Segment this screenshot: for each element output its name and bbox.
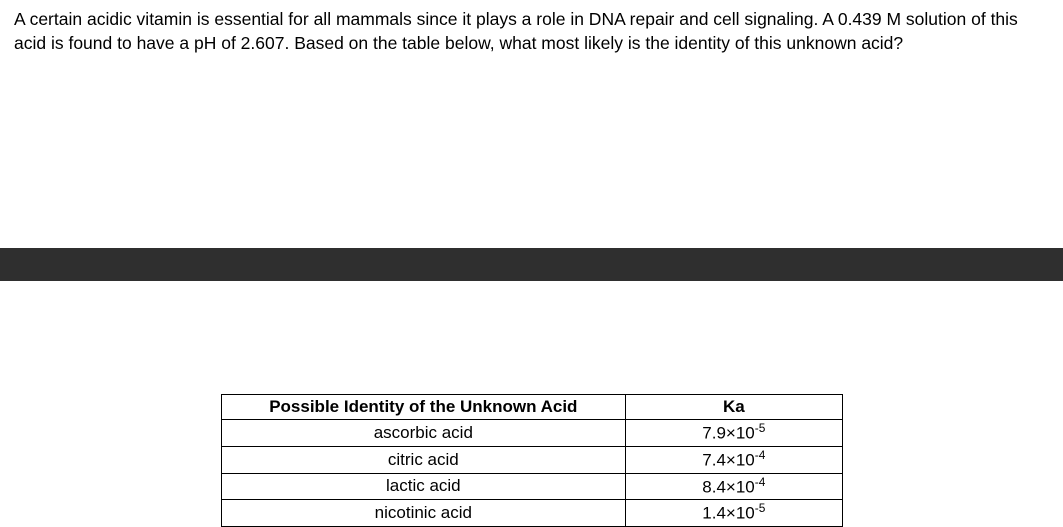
table-header-row: Possible Identity of the Unknown Acid Ka — [222, 395, 843, 420]
ka-base: 8.4×10 — [702, 477, 754, 496]
progress-bar — [0, 248, 1063, 281]
acid-name: lactic acid — [222, 473, 626, 500]
table-row: ascorbic acid 7.9×10-5 — [222, 420, 843, 447]
ka-exp: -4 — [755, 448, 766, 462]
table-row: nicotinic acid 1.4×10-5 — [222, 500, 843, 527]
question-text: A certain acidic vitamin is essential fo… — [0, 0, 1063, 55]
header-ka: Ka — [625, 395, 842, 420]
acid-ka: 7.4×10-4 — [625, 446, 842, 473]
acid-ka: 8.4×10-4 — [625, 473, 842, 500]
acid-table-container: Possible Identity of the Unknown Acid Ka… — [221, 394, 843, 527]
acid-ka: 7.9×10-5 — [625, 420, 842, 447]
header-identity: Possible Identity of the Unknown Acid — [222, 395, 626, 420]
acid-name: nicotinic acid — [222, 500, 626, 527]
acid-name: ascorbic acid — [222, 420, 626, 447]
table-row: lactic acid 8.4×10-4 — [222, 473, 843, 500]
ka-base: 7.9×10 — [702, 424, 754, 443]
acid-name: citric acid — [222, 446, 626, 473]
acid-ka: 1.4×10-5 — [625, 500, 842, 527]
ka-exp: -4 — [755, 475, 766, 489]
acid-table: Possible Identity of the Unknown Acid Ka… — [221, 394, 843, 527]
ka-base: 1.4×10 — [702, 504, 754, 523]
ka-exp: -5 — [755, 421, 766, 435]
ka-base: 7.4×10 — [702, 451, 754, 470]
table-row: citric acid 7.4×10-4 — [222, 446, 843, 473]
ka-exp: -5 — [755, 501, 766, 515]
